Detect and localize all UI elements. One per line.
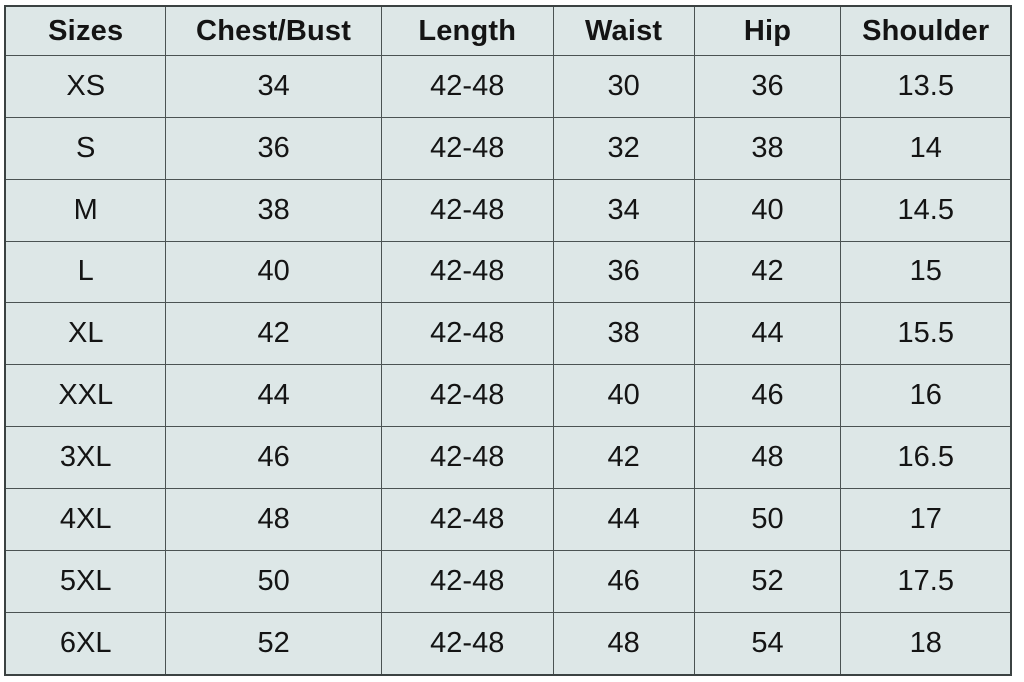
table-row: M 38 42-48 34 40 14.5: [4, 178, 1012, 242]
size-chart-table: Sizes Chest/Bust Length Waist Hip Shoulder XS…: [4, 5, 1012, 676]
table-cell: 16.5: [840, 426, 1012, 489]
column-header-hip: Hip: [693, 5, 842, 56]
table-cell: 17.5: [840, 549, 1012, 613]
table-cell: 40: [693, 178, 842, 242]
table-cell: 38: [552, 302, 695, 366]
table-cell: 44: [693, 302, 842, 366]
size-label: XL: [4, 302, 167, 366]
table-cell: 36: [165, 116, 382, 180]
table-row: XXL 44 42-48 40 46 16: [4, 364, 1012, 428]
table-cell: 13.5: [840, 55, 1012, 118]
table-cell: 38: [693, 116, 842, 180]
table-cell: 42-48: [380, 549, 554, 613]
table-cell: 42-48: [380, 240, 554, 304]
table-cell: 14.5: [840, 178, 1012, 242]
table-cell: 44: [552, 487, 695, 551]
table-row: S 36 42-48 32 38 14: [4, 116, 1012, 180]
table-cell: 42-48: [380, 302, 554, 366]
table-cell: 42-48: [380, 364, 554, 428]
column-header-waist: Waist: [552, 5, 695, 56]
table-cell: 34: [552, 178, 695, 242]
table-cell: 17: [840, 487, 1012, 551]
size-label: 3XL: [4, 426, 167, 489]
column-header-shoulder: Shoulder: [840, 5, 1012, 56]
table-row: 5XL 50 42-48 46 52 17.5: [4, 549, 1012, 613]
table-cell: 42: [693, 240, 842, 304]
table-body: XS 34 42-48 30 36 13.5 S 36 42-48 32 38 14 M 38 42-48 3…: [4, 55, 1012, 676]
size-label: S: [4, 116, 167, 180]
table-cell: 15.5: [840, 302, 1012, 366]
table-cell: 54: [693, 611, 842, 676]
table-cell: 50: [165, 549, 382, 613]
table-cell: 42-48: [380, 611, 554, 676]
table-cell: 48: [165, 487, 382, 551]
table-cell: 32: [552, 116, 695, 180]
table-cell: 42-48: [380, 178, 554, 242]
table-cell: 40: [552, 364, 695, 428]
table-cell: 48: [693, 426, 842, 489]
table-row: 6XL 52 42-48 48 54 18: [4, 611, 1012, 676]
table-cell: 48: [552, 611, 695, 676]
size-label: 6XL: [4, 611, 167, 676]
header-row: Sizes Chest/Bust Length Waist Hip Shoulder: [4, 5, 1012, 56]
table-cell: 42: [552, 426, 695, 489]
table-cell: 44: [165, 364, 382, 428]
table-cell: 40: [165, 240, 382, 304]
table-cell: 46: [552, 549, 695, 613]
size-label: XS: [4, 55, 167, 118]
table-cell: 30: [552, 55, 695, 118]
table-cell: 16: [840, 364, 1012, 428]
table-cell: 42-48: [380, 55, 554, 118]
table-cell: 34: [165, 55, 382, 118]
size-label: L: [4, 240, 167, 304]
table-cell: 50: [693, 487, 842, 551]
table-cell: 38: [165, 178, 382, 242]
size-label: 5XL: [4, 549, 167, 613]
table-cell: 52: [165, 611, 382, 676]
column-header-length: Length: [380, 5, 554, 56]
size-label: 4XL: [4, 487, 167, 551]
table-row: XS 34 42-48 30 36 13.5: [4, 55, 1012, 118]
table-cell: 52: [693, 549, 842, 613]
column-header-chest-bust: Chest/Bust: [165, 5, 382, 56]
size-label: XXL: [4, 364, 167, 428]
table-row: 3XL 46 42-48 42 48 16.5: [4, 426, 1012, 489]
table-row: 4XL 48 42-48 44 50 17: [4, 487, 1012, 551]
table-row: XL 42 42-48 38 44 15.5: [4, 302, 1012, 366]
table-cell: 42-48: [380, 426, 554, 489]
table-row: L 40 42-48 36 42 15: [4, 240, 1012, 304]
table-cell: 42: [165, 302, 382, 366]
table-cell: 15: [840, 240, 1012, 304]
table-cell: 46: [693, 364, 842, 428]
size-label: M: [4, 178, 167, 242]
table-cell: 36: [552, 240, 695, 304]
table-cell: 42-48: [380, 487, 554, 551]
table-cell: 18: [840, 611, 1012, 676]
table-cell: 14: [840, 116, 1012, 180]
table-cell: 46: [165, 426, 382, 489]
table-cell: 36: [693, 55, 842, 118]
column-header-sizes: Sizes: [4, 5, 167, 56]
table-cell: 42-48: [380, 116, 554, 180]
